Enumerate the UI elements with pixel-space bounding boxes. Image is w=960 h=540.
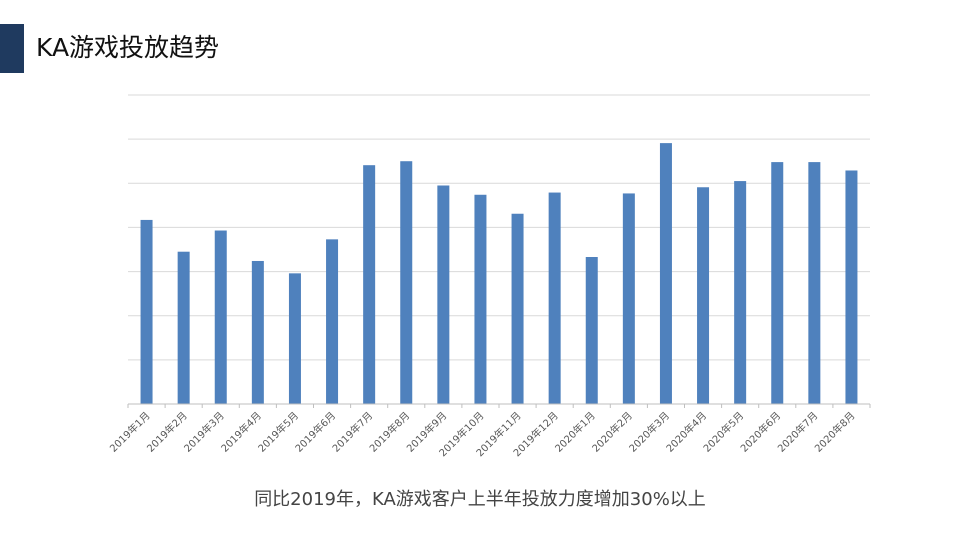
bars <box>140 143 858 404</box>
bar <box>363 165 376 404</box>
bar <box>214 230 227 404</box>
footnote: 同比2019年，KA游戏客户上半年投放力度增加30%以上 <box>254 489 706 510</box>
bar <box>400 161 413 404</box>
bar <box>659 143 672 404</box>
bar <box>511 213 524 404</box>
bar <box>251 260 264 404</box>
bar <box>177 251 190 404</box>
x-tick-label: 2020年8月 <box>812 409 858 455</box>
bar <box>326 239 339 404</box>
title-accent-bar <box>0 24 24 73</box>
bar <box>771 162 784 404</box>
bar <box>140 219 153 404</box>
bar <box>845 170 858 404</box>
bar <box>585 257 598 404</box>
gridlines <box>128 94 870 361</box>
bar <box>622 193 635 404</box>
bar <box>734 181 747 404</box>
page-title: KA游戏投放趋势 <box>36 33 220 62</box>
x-axis <box>127 403 871 408</box>
bar <box>437 185 450 404</box>
bar <box>474 194 487 404</box>
bar <box>808 162 821 404</box>
bar <box>697 187 710 404</box>
bar <box>548 192 561 404</box>
bar <box>288 273 301 404</box>
x-tick-labels: 2019年1月2019年2月2019年3月2019年4月2019年5月2019年… <box>107 409 858 459</box>
